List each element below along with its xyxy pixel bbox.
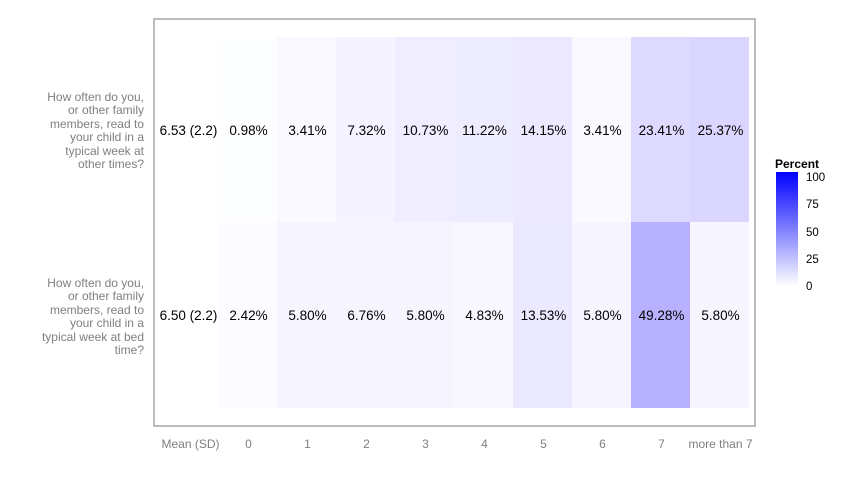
x-tick-label: 7	[658, 437, 665, 451]
mean-sd-label: 6.50 (2.2)	[160, 308, 218, 323]
cell-value-label: 23.41%	[639, 123, 685, 138]
heatmap-cell	[454, 222, 513, 408]
heatmap-cell	[513, 37, 572, 223]
heatmap-cell	[395, 37, 454, 223]
heatmap-cell	[572, 37, 631, 223]
cell-value-label: 7.32%	[347, 123, 385, 138]
legend-tick-100: 100	[806, 172, 826, 184]
cell-value-label: 10.73%	[403, 123, 449, 138]
heatmap-cell	[690, 37, 749, 223]
heatmap-cell	[277, 222, 336, 408]
legend-tick-50: 50	[806, 227, 819, 239]
cell-value-label: 14.15%	[521, 123, 567, 138]
cell-value-label: 5.80%	[583, 308, 621, 323]
cell-value-label: 3.41%	[583, 123, 621, 138]
heatmap-cell	[218, 37, 277, 223]
row-label-other-times: How often do you, or other family member…	[47, 90, 144, 172]
heatmap-cell	[572, 222, 631, 408]
legend-tick-0: 0	[806, 281, 813, 293]
x-tick-label: 5	[540, 437, 547, 451]
cell-value-label: 0.98%	[229, 123, 267, 138]
row-label-bed-time: How often do you, or other family member…	[41, 276, 144, 358]
heatmap-cell	[454, 37, 513, 223]
heatmap-cell	[218, 222, 277, 408]
cell-value-label: 6.76%	[347, 308, 385, 323]
x-tick-label: 3	[422, 437, 429, 451]
cell-value-label: 25.37%	[698, 123, 744, 138]
mean-sd-label: 6.53 (2.2)	[160, 123, 218, 138]
x-tick-label: 0	[245, 437, 252, 451]
cell-value-label: 2.42%	[229, 308, 267, 323]
cell-value-label: 11.22%	[462, 123, 507, 138]
legend-tick-75: 75	[806, 199, 819, 211]
x-tick-label: 6	[599, 437, 606, 451]
x-tick-label: 4	[481, 437, 488, 451]
legend-color-bar	[776, 172, 798, 286]
x-tick-label: 1	[304, 437, 311, 451]
heatmap-cell	[513, 222, 572, 408]
x-tick-label: more than 7	[688, 437, 752, 451]
cell-value-label: 5.80%	[701, 308, 739, 323]
legend-title: Percent	[775, 157, 820, 171]
heatmap-cell	[277, 37, 336, 223]
cell-value-label: 4.83%	[465, 308, 503, 323]
heatmap-cell	[631, 222, 690, 408]
legend-tick-25: 25	[806, 254, 819, 266]
heatmap-cell	[631, 37, 690, 223]
x-tick-label: Mean (SD)	[161, 437, 219, 451]
cell-value-label: 3.41%	[288, 123, 326, 138]
cell-value-label: 5.80%	[406, 308, 444, 323]
cell-value-label: 5.80%	[288, 308, 326, 323]
heatmap-cell	[690, 222, 749, 408]
heatmap-cell	[336, 37, 395, 223]
x-tick-label: 2	[363, 437, 370, 451]
cell-value-label: 49.28%	[639, 308, 685, 323]
cell-value-label: 13.53%	[521, 308, 567, 323]
heatmap-cell	[395, 222, 454, 408]
heatmap-cell	[336, 222, 395, 408]
